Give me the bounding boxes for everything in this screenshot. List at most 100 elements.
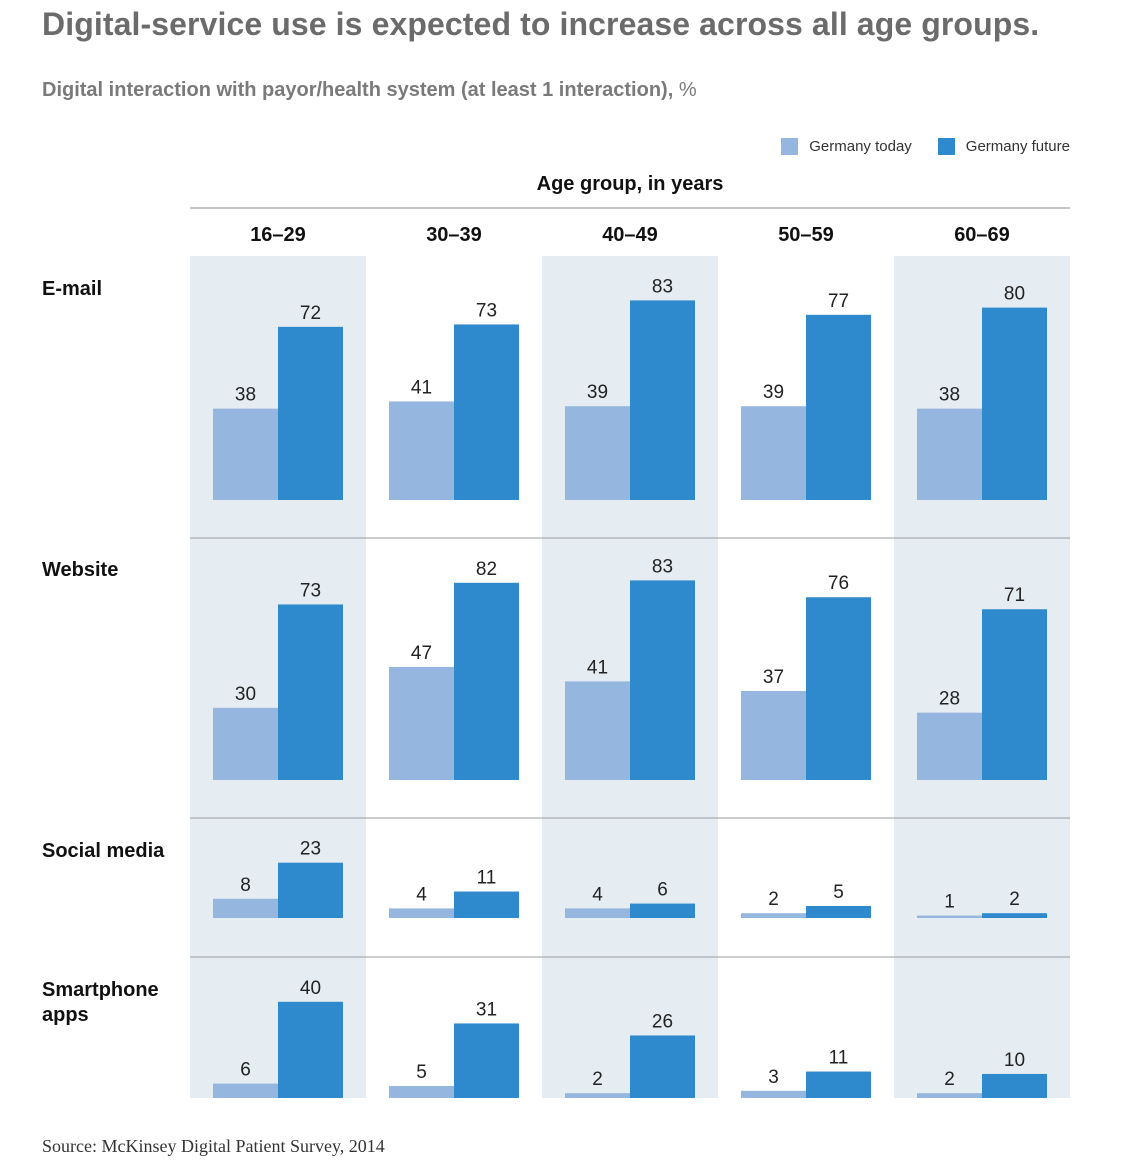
- bar-today-r3-c2: [565, 1093, 630, 1098]
- value-label-future-r3-c0: 40: [300, 978, 321, 999]
- legend-item-future: Germany future: [937, 138, 1070, 155]
- value-label-future-r3-c2: 26: [652, 1011, 673, 1032]
- value-label-future-r0-c0: 72: [300, 303, 321, 324]
- value-label-future-r2-c3: 5: [833, 882, 844, 903]
- legend-item-today: Germany today: [781, 138, 912, 155]
- row-label-line: apps: [42, 1004, 89, 1026]
- value-label-today-r0-c4: 38: [939, 385, 960, 406]
- source-note: Source: McKinsey Digital Patient Survey,…: [42, 1136, 385, 1156]
- bar-today-r2-c1: [389, 908, 454, 918]
- bar-future-r2-c0: [278, 862, 343, 918]
- bar-future-r0-c4: [982, 307, 1047, 500]
- value-label-today-r0-c1: 41: [411, 377, 432, 398]
- value-label-future-r0-c1: 73: [476, 300, 497, 321]
- row-label-0: E-mail: [42, 278, 102, 300]
- value-label-today-r1-c4: 28: [939, 689, 960, 710]
- row-label-3: Smartphone apps: [42, 979, 159, 1026]
- legend-label-today: Germany today: [809, 138, 912, 155]
- value-label-future-r3-c4: 10: [1004, 1050, 1025, 1071]
- bar-future-r2-c2: [630, 903, 695, 918]
- row-label-line: Smartphone: [42, 979, 159, 1001]
- bar-future-r1-c2: [630, 580, 695, 780]
- bar-today-r1-c0: [213, 707, 278, 780]
- column-header-4: 60–69: [954, 224, 1010, 246]
- column-header-3: 50–59: [778, 224, 834, 246]
- value-label-today-r2-c1: 4: [416, 884, 427, 905]
- bar-future-r3-c2: [630, 1035, 695, 1098]
- legend: Germany today Germany future: [781, 138, 1070, 155]
- value-label-future-r1-c4: 71: [1004, 585, 1025, 606]
- bar-today-r0-c3: [741, 406, 806, 500]
- bar-today-r0-c1: [389, 401, 454, 500]
- value-label-future-r2-c0: 23: [300, 839, 321, 860]
- value-label-future-r0-c3: 77: [828, 291, 849, 312]
- bar-future-r3-c3: [806, 1071, 871, 1098]
- bar-future-r3-c1: [454, 1023, 519, 1098]
- bar-future-r2-c1: [454, 891, 519, 918]
- value-label-today-r3-c0: 6: [240, 1060, 251, 1081]
- bar-future-r3-c0: [278, 1001, 343, 1098]
- column-header-0: 16–29: [250, 224, 306, 246]
- value-label-future-r1-c2: 83: [652, 556, 673, 577]
- bar-today-r0-c2: [565, 406, 630, 500]
- value-label-today-r2-c4: 1: [944, 892, 955, 913]
- value-label-today-r2-c0: 8: [240, 875, 251, 896]
- row-label-1: Website: [42, 559, 118, 581]
- bar-today-r1-c3: [741, 691, 806, 780]
- bar-future-r0-c0: [278, 326, 343, 500]
- value-label-today-r3-c3: 3: [768, 1067, 779, 1088]
- value-label-today-r0-c3: 39: [763, 382, 784, 403]
- value-label-today-r0-c0: 38: [235, 385, 256, 406]
- bar-future-r3-c4: [982, 1073, 1047, 1098]
- bar-future-r0-c2: [630, 300, 695, 500]
- legend-swatch-future: [937, 138, 955, 155]
- bar-today-r2-c2: [565, 908, 630, 918]
- value-label-today-r2-c3: 2: [768, 889, 779, 910]
- bar-future-r1-c3: [806, 597, 871, 780]
- value-label-today-r1-c2: 41: [587, 657, 608, 678]
- value-label-future-r2-c4: 2: [1009, 889, 1020, 910]
- value-label-today-r1-c3: 37: [763, 667, 784, 688]
- column-header-2: 40–49: [602, 224, 658, 246]
- value-label-future-r2-c2: 6: [657, 880, 668, 901]
- bar-future-r0-c1: [454, 324, 519, 500]
- chart-subtitle: Digital interaction with payor/health sy…: [42, 79, 697, 102]
- bar-today-r1-c2: [565, 681, 630, 780]
- value-label-today-r3-c1: 5: [416, 1062, 427, 1083]
- subtitle-text: Digital interaction with payor/health sy…: [42, 79, 674, 101]
- bar-future-r1-c0: [278, 604, 343, 780]
- bar-today-r1-c1: [389, 666, 454, 780]
- subtitle-unit: %: [678, 79, 697, 101]
- value-label-today-r2-c2: 4: [592, 884, 603, 905]
- value-label-future-r0-c2: 83: [652, 276, 673, 297]
- column-axis-title: Age group, in years: [536, 173, 724, 195]
- row-label-2: Social media: [42, 840, 165, 862]
- column-header-1: 30–39: [426, 224, 482, 246]
- bar-future-r2-c4: [982, 913, 1047, 918]
- value-label-future-r0-c4: 80: [1004, 284, 1025, 305]
- bar-today-r2-c3: [741, 913, 806, 918]
- value-label-today-r1-c0: 30: [235, 684, 256, 705]
- legend-swatch-today: [781, 138, 799, 155]
- value-label-future-r1-c0: 73: [300, 580, 321, 601]
- bar-today-r0-c0: [213, 408, 278, 500]
- bar-today-r3-c0: [213, 1083, 278, 1098]
- row-label-line: E-mail: [42, 278, 102, 300]
- bar-today-r3-c1: [389, 1085, 454, 1098]
- value-label-future-r1-c3: 76: [828, 573, 849, 594]
- value-label-future-r1-c1: 82: [476, 559, 497, 580]
- bar-future-r1-c4: [982, 609, 1047, 780]
- bar-future-r2-c3: [806, 905, 871, 918]
- bar-today-r0-c4: [917, 408, 982, 500]
- value-label-future-r3-c3: 11: [829, 1048, 849, 1069]
- bar-future-r0-c3: [806, 314, 871, 500]
- value-label-today-r1-c1: 47: [411, 643, 432, 664]
- bar-today-r3-c4: [917, 1093, 982, 1098]
- legend-label-future: Germany future: [965, 138, 1070, 155]
- row-label-line: Website: [42, 559, 118, 581]
- bar-today-r2-c0: [213, 898, 278, 918]
- bar-today-r3-c3: [741, 1090, 806, 1098]
- value-label-today-r0-c2: 39: [587, 382, 608, 403]
- value-label-today-r3-c2: 2: [592, 1069, 603, 1090]
